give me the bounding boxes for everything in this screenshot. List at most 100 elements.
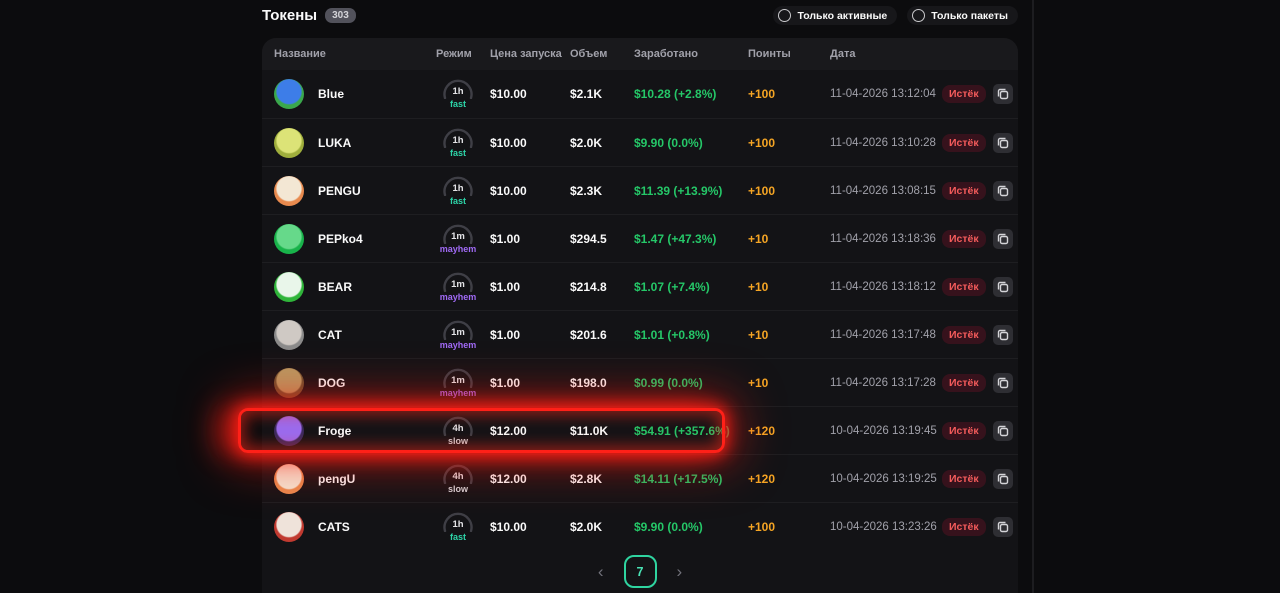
name-cell: BEAR [274, 271, 436, 302]
copy-icon [997, 137, 1008, 148]
status-cell: Истёк [942, 324, 1013, 345]
table-row[interactable]: LUKA 1h fast $10.00 $2.0K $9.90 (0.0%) +… [262, 118, 1018, 166]
table-row[interactable]: CAT 1m mayhem $1.00 $201.6 $1.01 (+0.8%)… [262, 310, 1018, 358]
copy-icon [997, 521, 1008, 532]
volume: $2.0K [570, 519, 603, 534]
tokens-table-panel: Название Режим Цена запуска Объем Зарабо… [238, 38, 1018, 593]
mode-cell: 1h fast [436, 79, 480, 109]
pagination-prev-button[interactable]: ‹ [594, 559, 608, 584]
mode-label: slow [447, 435, 468, 446]
launch-price: $10.00 [490, 87, 527, 101]
copy-button[interactable] [992, 276, 1013, 297]
pagination-current-page[interactable]: 7 [623, 555, 657, 588]
mode-gauge-arc [443, 512, 473, 532]
copy-icon [997, 425, 1008, 436]
mode-gauge-arc [443, 272, 473, 292]
mode-label: fast [449, 195, 466, 206]
mode-gauge-arc [443, 128, 473, 148]
status-badge: Истёк [942, 517, 986, 536]
table-row[interactable]: CATS 1h fast $10.00 $2.0K $9.90 (0.0%) +… [262, 502, 1018, 550]
copy-button[interactable] [992, 228, 1013, 249]
token-avatar [274, 511, 304, 542]
date: 11-04-2026 13:10:28 [830, 136, 936, 149]
token-avatar [274, 271, 304, 302]
copy-button[interactable] [992, 132, 1013, 153]
mode-gauge: 1m [441, 272, 475, 292]
table-row[interactable]: Froge 4h slow $12.00 $11.0K $54.91 (+357… [238, 406, 1018, 454]
table-row[interactable]: Blue 1h fast $10.00 $2.1K $10.28 (+2.8%)… [262, 70, 1018, 118]
table-row[interactable]: pengU 4h slow $12.00 $2.8K $14.11 (+17.5… [262, 454, 1018, 502]
mode-gauge: 1h [441, 79, 475, 99]
points: +100 [748, 135, 776, 150]
table-row[interactable]: PEPko4 1m mayhem $1.00 $294.5 $1.47 (+47… [262, 214, 1018, 262]
status-badge: Истёк [942, 325, 986, 344]
pagination-next-button[interactable]: › [673, 559, 687, 584]
filter-only-active[interactable]: Только активные [773, 6, 898, 25]
copy-icon [997, 329, 1008, 340]
points: +10 [748, 327, 769, 342]
column-header-name: Название [274, 48, 326, 60]
mode-cell: 1m mayhem [436, 320, 480, 350]
status-cell: Истёк [942, 372, 1013, 393]
name-cell: CATS [274, 511, 436, 542]
name-cell: PEPko4 [274, 223, 436, 254]
table-row[interactable]: PENGU 1h fast $10.00 $2.3K $11.39 (+13.9… [262, 166, 1018, 214]
status-badge: Истёк [942, 277, 986, 296]
copy-button[interactable] [992, 420, 1013, 441]
copy-button[interactable] [992, 372, 1013, 393]
launch-price: $12.00 [490, 423, 527, 438]
table-row[interactable]: BEAR 1m mayhem $1.00 $214.8 $1.07 (+7.4%… [262, 262, 1018, 310]
mode-gauge-arc [443, 416, 473, 436]
mode-gauge: 1h [441, 512, 475, 532]
filter-label: Только пакеты [931, 9, 1008, 22]
name-cell: LUKA [274, 127, 436, 158]
status-cell: Истёк [942, 420, 1013, 441]
token-avatar [274, 319, 304, 350]
status-cell: Истёк [942, 132, 1013, 153]
mode-gauge-arc [443, 176, 473, 196]
token-name: LUKA [318, 135, 352, 150]
mode-cell: 4h slow [436, 464, 480, 494]
filter-only-packages[interactable]: Только пакеты [907, 6, 1018, 25]
status-cell: Истёк [942, 276, 1013, 297]
mode-time: 1h [452, 86, 464, 97]
name-cell: PENGU [274, 175, 436, 206]
mode-label: slow [447, 483, 468, 494]
table-row[interactable]: DOG 1m mayhem $1.00 $198.0 $0.99 (0.0%) … [262, 358, 1018, 406]
earned: $1.07 (+7.4%) [634, 279, 710, 294]
earned: $0.99 (0.0%) [634, 375, 703, 390]
earned: $10.28 (+2.8%) [634, 87, 717, 101]
mode-time: 1h [452, 134, 464, 146]
token-avatar [274, 463, 304, 494]
scrollbar-track[interactable] [1032, 0, 1034, 593]
points: +120 [748, 423, 776, 438]
radio-circle-icon [912, 9, 926, 22]
earned: $9.90 (0.0%) [634, 519, 703, 534]
date: 11-04-2026 13:17:28 [830, 376, 936, 389]
copy-button[interactable] [992, 516, 1013, 537]
points: +10 [748, 279, 769, 294]
launch-price: $10.00 [490, 135, 527, 150]
copy-icon [997, 473, 1008, 484]
mode-time: 1m [451, 326, 465, 338]
status-cell: Истёк [942, 468, 1013, 489]
launch-price: $12.00 [490, 471, 527, 486]
copy-button[interactable] [992, 84, 1013, 104]
status-badge: Истёк [942, 229, 986, 248]
status-badge: Истёк [942, 85, 986, 103]
filter-label: Только активные [797, 9, 888, 22]
copy-button[interactable] [992, 468, 1013, 489]
filters: Только активные Только пакеты [773, 6, 1018, 25]
copy-button[interactable] [992, 324, 1013, 345]
status-cell: Истёк [942, 180, 1013, 201]
mode-cell: 1h fast [436, 512, 480, 542]
copy-button[interactable] [992, 180, 1013, 201]
mode-time: 1m [451, 278, 465, 290]
launch-price: $1.00 [490, 231, 521, 246]
mode-gauge: 1h [441, 128, 475, 148]
volume: $2.0K [570, 135, 603, 150]
points: +100 [748, 183, 776, 198]
mode-time: 1h [452, 182, 464, 194]
token-name: Froge [318, 423, 352, 438]
earned: $54.91 (+357.6%) [634, 423, 730, 438]
